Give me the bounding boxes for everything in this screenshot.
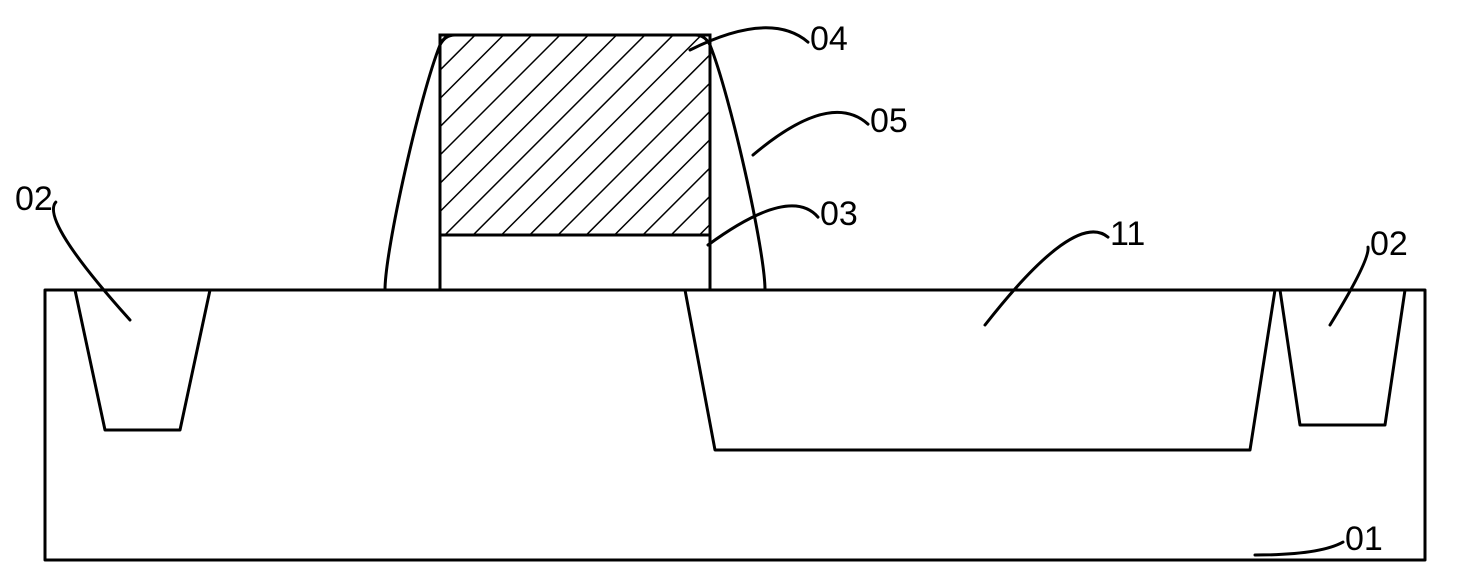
label-03: 03 xyxy=(820,195,858,234)
label-04: 04 xyxy=(810,20,848,59)
label-01: 01 xyxy=(1345,520,1383,559)
label-02-right: 02 xyxy=(1370,225,1408,264)
label-02-left: 02 xyxy=(15,180,53,219)
label-05: 05 xyxy=(870,102,908,141)
diagram-root: 04 05 03 11 02 02 01 xyxy=(0,0,1467,575)
label-11: 11 xyxy=(1110,215,1145,254)
diagram-svg xyxy=(0,0,1467,575)
